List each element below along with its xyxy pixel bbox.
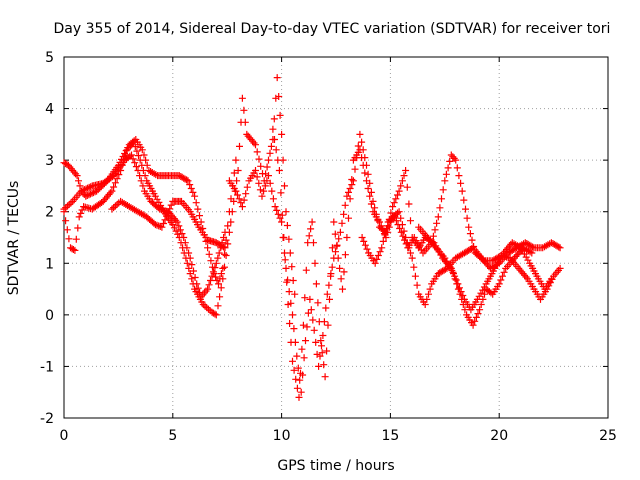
data-markers [269,125,564,401]
x-tick-label: 10 [273,428,291,444]
series-sat-c [60,74,299,319]
y-tick-label: 4 [45,102,54,118]
series-sat-h [415,223,536,329]
x-axis-label: GPS time / hours [277,458,394,474]
y-tick-label: 0 [45,308,54,324]
y-tick-label: 5 [45,50,54,66]
plot-frame [63,56,609,419]
data-markers [415,223,536,329]
x-tick-label: 0 [60,428,69,444]
axis-ticks: 0 5 10 15 20 25 -2 -1 0 1 2 3 4 5 [40,50,617,444]
y-tick-label: -1 [40,359,54,375]
x-tick-label: 15 [381,428,399,444]
y-tick-label: 2 [45,205,54,221]
y-tick-label: 1 [45,256,54,272]
y-tick-label: -2 [40,411,54,427]
x-tick-label: 25 [599,428,617,444]
x-tick-label: 5 [168,428,177,444]
data-markers [225,130,555,396]
y-tick-label: 3 [45,153,54,169]
series-sat-f [269,125,564,401]
data-points [60,74,564,401]
y-axis-label: SDTVAR / TECUs [6,181,22,296]
data-markers [60,74,299,319]
chart-title: Day 355 of 2014, Sidereal Day-to-day VTE… [54,21,611,37]
data-markers [108,197,229,252]
grid [64,57,608,418]
series-sat-d [108,197,229,252]
series-sat-e [225,130,555,396]
x-tick-label: 20 [490,428,508,444]
